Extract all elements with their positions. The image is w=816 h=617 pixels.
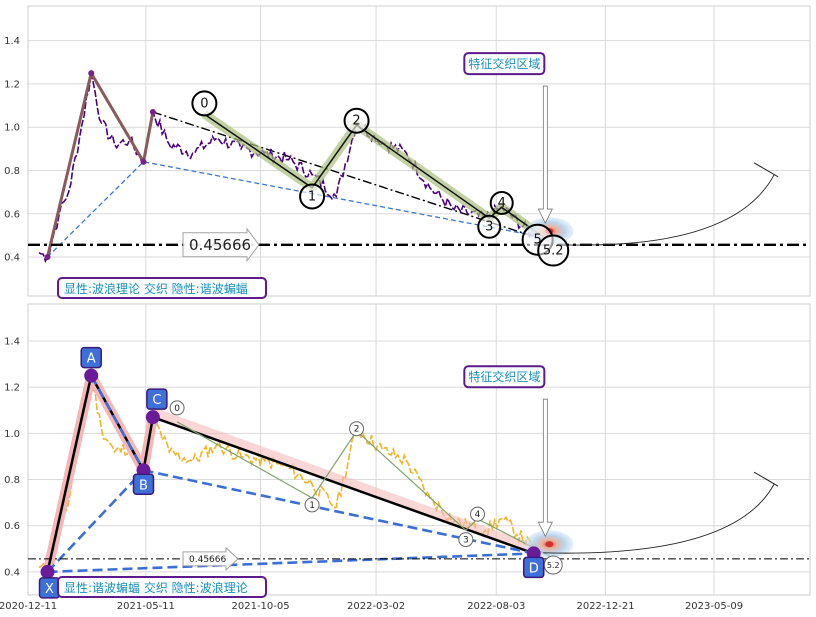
harmonic-label: B — [139, 478, 148, 493]
wave-count-label: 5.2 — [543, 244, 564, 259]
harmonic-vertex — [88, 70, 95, 77]
harmonic-label: A — [87, 352, 96, 367]
wave-count-label: 3 — [485, 220, 493, 235]
y-tick-label: 1.0 — [4, 429, 20, 440]
caption-text: 显性:谐波蝙蝠 交织 隐性:波浪理论 — [64, 580, 248, 595]
harmonic-vertex — [44, 254, 51, 261]
harmonic-vertex — [145, 410, 160, 425]
wave-count-label: 1 — [309, 501, 315, 511]
wave-count-circle — [458, 532, 474, 548]
wave-path — [176, 421, 554, 559]
hline-arrow-label-box — [182, 546, 239, 571]
wave-count-circle — [470, 506, 486, 522]
wave-count-label: 2 — [354, 425, 360, 435]
y-tick-label: 0.6 — [4, 209, 20, 220]
wave-count-label: 3 — [463, 536, 469, 546]
wave-count-label: 4 — [475, 510, 481, 520]
x-tick-label: 2023-05-09 — [685, 601, 743, 612]
y-tick-label: 1.4 — [4, 336, 20, 347]
harmonic-ratio-line — [90, 374, 145, 471]
top-panel: 0.4 0.6 0.8 1.0 1.2 1.4 0.45666 特征交织区域 0 1 2 34 55.2… — [4, 5, 811, 299]
feature-zone-label-box — [463, 52, 546, 76]
projection-tick — [753, 162, 779, 178]
harmonic-vertex — [84, 368, 99, 383]
harmonic-label-box — [146, 388, 168, 410]
hline-label: 0.45666 — [189, 236, 251, 254]
wave-count-label: 4 — [498, 196, 506, 211]
y-tick-label: 0.6 — [4, 521, 20, 532]
wave-count-label: 1 — [308, 189, 316, 204]
harmonic-path — [46, 71, 155, 258]
x-tick-label: 2022-12-21 — [576, 601, 634, 612]
harmonic-vertex — [140, 158, 147, 165]
harmonic-label-box — [132, 473, 155, 496]
projection-tick — [753, 471, 779, 487]
upper-trendline — [152, 111, 558, 245]
harmonic-cd-band — [152, 407, 538, 554]
y-tick-label: 1.2 — [4, 383, 20, 394]
x-tick-label: 2021-05-11 — [117, 601, 175, 612]
feature-zone-label: 特征交织区域 — [468, 56, 540, 71]
wave-count-circle — [191, 90, 218, 117]
feature-zone-center — [545, 541, 554, 548]
plot-area — [27, 303, 811, 596]
wave-count-label: 2 — [352, 114, 360, 129]
harmonic-label-box — [80, 346, 102, 369]
hline-arrow-label-box — [182, 227, 260, 263]
wave-count-circle — [304, 497, 320, 513]
wave-count-circle — [343, 107, 370, 134]
wave-count-circle — [477, 214, 502, 239]
x-tick-label: 2021-10-05 — [232, 601, 290, 612]
harmonic-label-box — [522, 556, 545, 579]
harmonic-ratio-line — [46, 469, 145, 573]
caption-text: 显性:波浪理论 交织 隐性:谐波蝙蝠 — [64, 281, 248, 296]
feature-zone-label-box — [463, 365, 546, 389]
harmonic-label: D — [529, 561, 539, 576]
x-tick-label: 2022-03-02 — [347, 601, 405, 612]
projection-curve — [543, 483, 775, 554]
price-line — [38, 72, 535, 264]
y-tick-label: 0.8 — [4, 166, 20, 177]
plot-area — [27, 5, 811, 297]
wave-path — [203, 113, 554, 245]
feature-zone-arrow — [537, 85, 553, 224]
caption-box — [57, 277, 267, 299]
wave-count-label: 5 — [533, 233, 541, 248]
y-tick-label: 0.4 — [4, 567, 20, 578]
x-tick-label: 2020-12-11 — [0, 601, 57, 612]
harmonic-vertex — [40, 564, 55, 579]
wave-count-circle — [537, 234, 570, 267]
wave-count-label: 0 — [174, 404, 180, 414]
wave-count-label: 5.2 — [547, 561, 560, 570]
wave-count-circle — [489, 190, 514, 215]
projection-curve — [561, 174, 775, 246]
feature-zone-label: 特征交织区域 — [468, 369, 540, 384]
harmonic-label: C — [152, 393, 161, 408]
y-tick-label: 0.4 — [4, 253, 20, 264]
x-tick-label: 2022-08-03 — [467, 601, 525, 612]
y-tick-label: 1.4 — [4, 36, 20, 47]
caption-box — [57, 576, 267, 598]
harmonic-ratio-line — [47, 552, 534, 574]
harmonic-label: X — [45, 582, 54, 597]
feature-zone-arrow — [537, 398, 553, 538]
hline-label: 0.45666 — [189, 555, 226, 565]
wave-count-label: 0 — [200, 96, 208, 111]
y-tick-label: 0.8 — [4, 475, 20, 486]
y-tick-label: 1.2 — [4, 79, 20, 90]
wave-count-circle — [299, 183, 326, 210]
y-tick-label: 1.0 — [4, 123, 20, 134]
wave-count-circle — [169, 400, 185, 416]
wave-count-circle — [349, 421, 365, 437]
harmonic-vertex — [149, 109, 156, 116]
